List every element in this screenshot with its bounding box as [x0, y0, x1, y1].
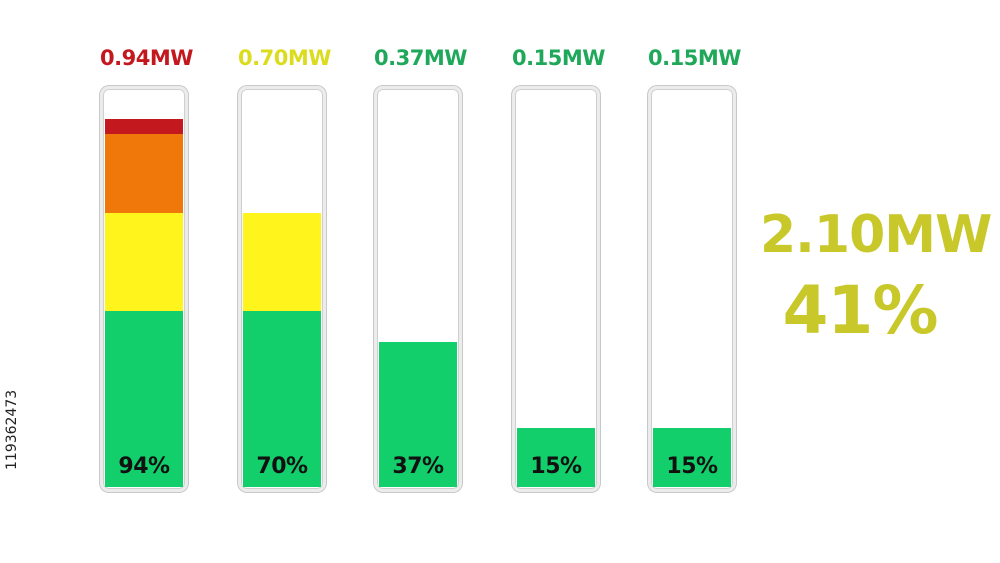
meter-fill-orange [105, 134, 183, 213]
meter-fill-red [105, 118, 183, 135]
meter-fill [653, 428, 731, 487]
meter-fill [379, 341, 457, 487]
meter-fill-yellow [105, 212, 183, 311]
meter-percent: 37% [392, 454, 444, 479]
meter-percent: 15% [530, 454, 582, 479]
total-power: 2.10MW [760, 205, 992, 265]
meter-label: 0.15MW [512, 46, 605, 70]
meter-label: 0.94MW [100, 46, 193, 70]
meter-label: 0.37MW [374, 46, 467, 70]
meter-percent: 94% [118, 454, 170, 479]
meter-1: 0.94MW 94% [100, 0, 193, 563]
meter-tube: 70% [238, 86, 326, 492]
meter-label: 0.15MW [648, 46, 741, 70]
total-percent: 41% [782, 272, 939, 349]
meter-fill [517, 428, 595, 487]
meter-percent: 15% [666, 454, 718, 479]
meter-2: 0.70MW 70% [238, 0, 331, 563]
meter-label: 0.70MW [238, 46, 331, 70]
meter-fill-yellow [243, 212, 321, 311]
meter-tube: 15% [648, 86, 736, 492]
stock-id: 119362473 [4, 389, 20, 471]
meter-4: 0.15MW 15% [512, 0, 605, 563]
meter-tube: 37% [374, 86, 462, 492]
meter-percent: 70% [256, 454, 308, 479]
meter-5: 0.15MW 15% [648, 0, 741, 563]
meter-tube: 15% [512, 86, 600, 492]
meter-tube: 94% [100, 86, 188, 492]
meter-fill [243, 212, 321, 487]
meter-fill [105, 118, 183, 487]
meter-3: 0.37MW 37% [374, 0, 467, 563]
